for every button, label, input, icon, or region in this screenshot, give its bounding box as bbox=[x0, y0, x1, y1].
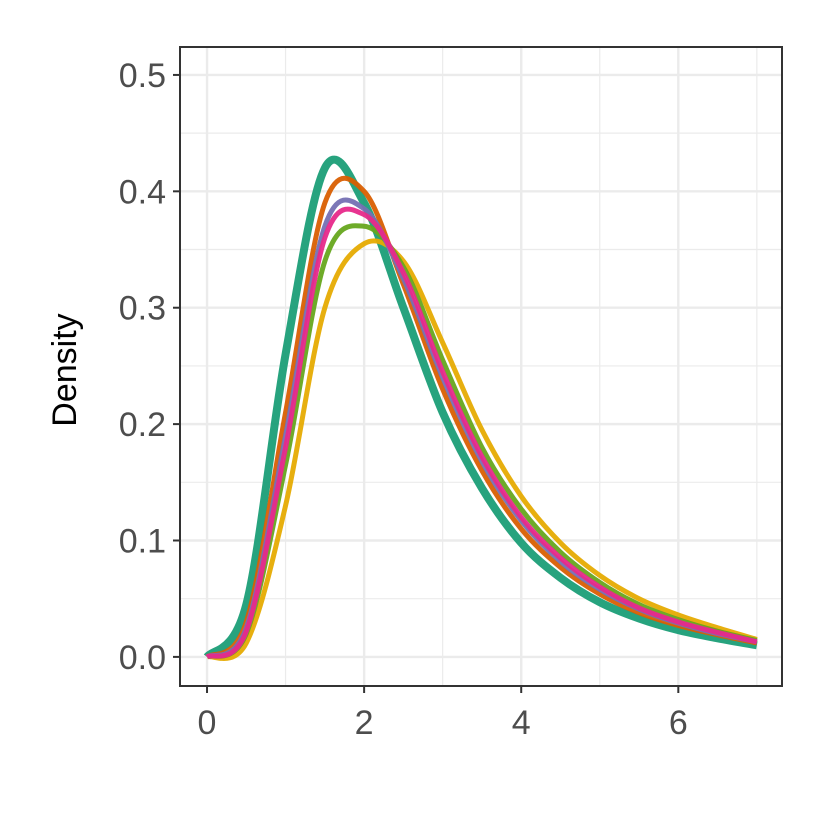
y-tick-label: 0.1 bbox=[119, 523, 166, 561]
x-tick-label: 4 bbox=[512, 704, 531, 742]
y-axis-title: Density bbox=[46, 313, 84, 426]
x-tick-label: 6 bbox=[669, 704, 688, 742]
density-line bbox=[205, 223, 758, 660]
x-tick-label: 0 bbox=[198, 704, 217, 742]
density-line bbox=[205, 206, 758, 660]
panel-border bbox=[179, 46, 783, 687]
y-tick-label: 0.0 bbox=[119, 639, 166, 677]
density-line bbox=[205, 175, 758, 660]
density-line bbox=[203, 155, 758, 660]
y-tick-label: 0.3 bbox=[119, 290, 166, 328]
y-tick-label: 0.5 bbox=[119, 57, 166, 95]
y-tick-label: 0.4 bbox=[119, 173, 166, 211]
y-tick-label: 0.2 bbox=[119, 406, 166, 444]
x-tick-label: 2 bbox=[355, 704, 374, 742]
density-line bbox=[206, 238, 758, 661]
